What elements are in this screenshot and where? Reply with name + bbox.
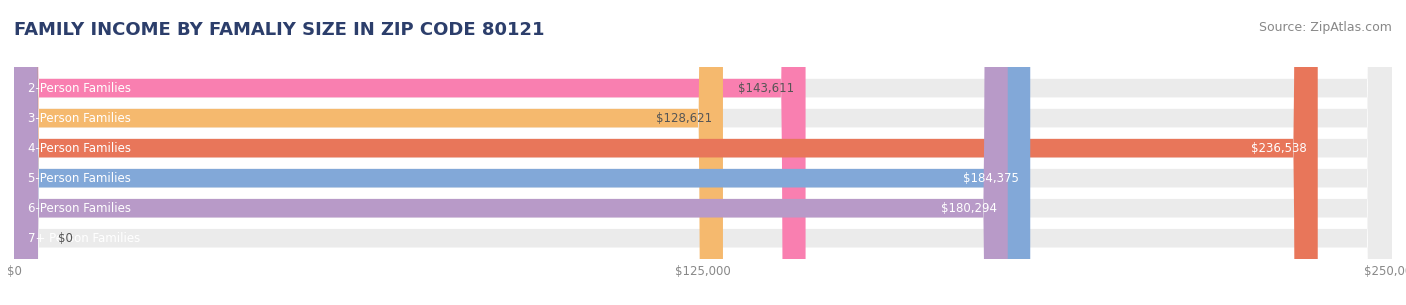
FancyBboxPatch shape (14, 0, 1392, 305)
Text: 7+ Person Families: 7+ Person Families (28, 232, 141, 245)
Text: $143,611: $143,611 (738, 82, 794, 95)
Text: 4-Person Families: 4-Person Families (28, 142, 131, 155)
Text: $180,294: $180,294 (941, 202, 997, 215)
FancyBboxPatch shape (14, 0, 1031, 305)
Text: 5-Person Families: 5-Person Families (28, 172, 131, 185)
FancyBboxPatch shape (14, 0, 1392, 305)
Text: 2-Person Families: 2-Person Families (28, 82, 131, 95)
FancyBboxPatch shape (14, 0, 1392, 305)
FancyBboxPatch shape (14, 0, 723, 305)
Text: 6-Person Families: 6-Person Families (28, 202, 131, 215)
FancyBboxPatch shape (14, 0, 1392, 305)
Text: $184,375: $184,375 (963, 172, 1019, 185)
Text: $0: $0 (58, 232, 73, 245)
Text: Source: ZipAtlas.com: Source: ZipAtlas.com (1258, 21, 1392, 34)
FancyBboxPatch shape (14, 0, 1008, 305)
Text: FAMILY INCOME BY FAMALIY SIZE IN ZIP CODE 80121: FAMILY INCOME BY FAMALIY SIZE IN ZIP COD… (14, 21, 544, 39)
Text: 3-Person Families: 3-Person Families (28, 112, 131, 125)
FancyBboxPatch shape (14, 0, 1392, 305)
FancyBboxPatch shape (14, 0, 1317, 305)
FancyBboxPatch shape (14, 0, 1392, 305)
FancyBboxPatch shape (14, 0, 806, 305)
Text: $128,621: $128,621 (655, 112, 711, 125)
Text: $236,538: $236,538 (1251, 142, 1306, 155)
